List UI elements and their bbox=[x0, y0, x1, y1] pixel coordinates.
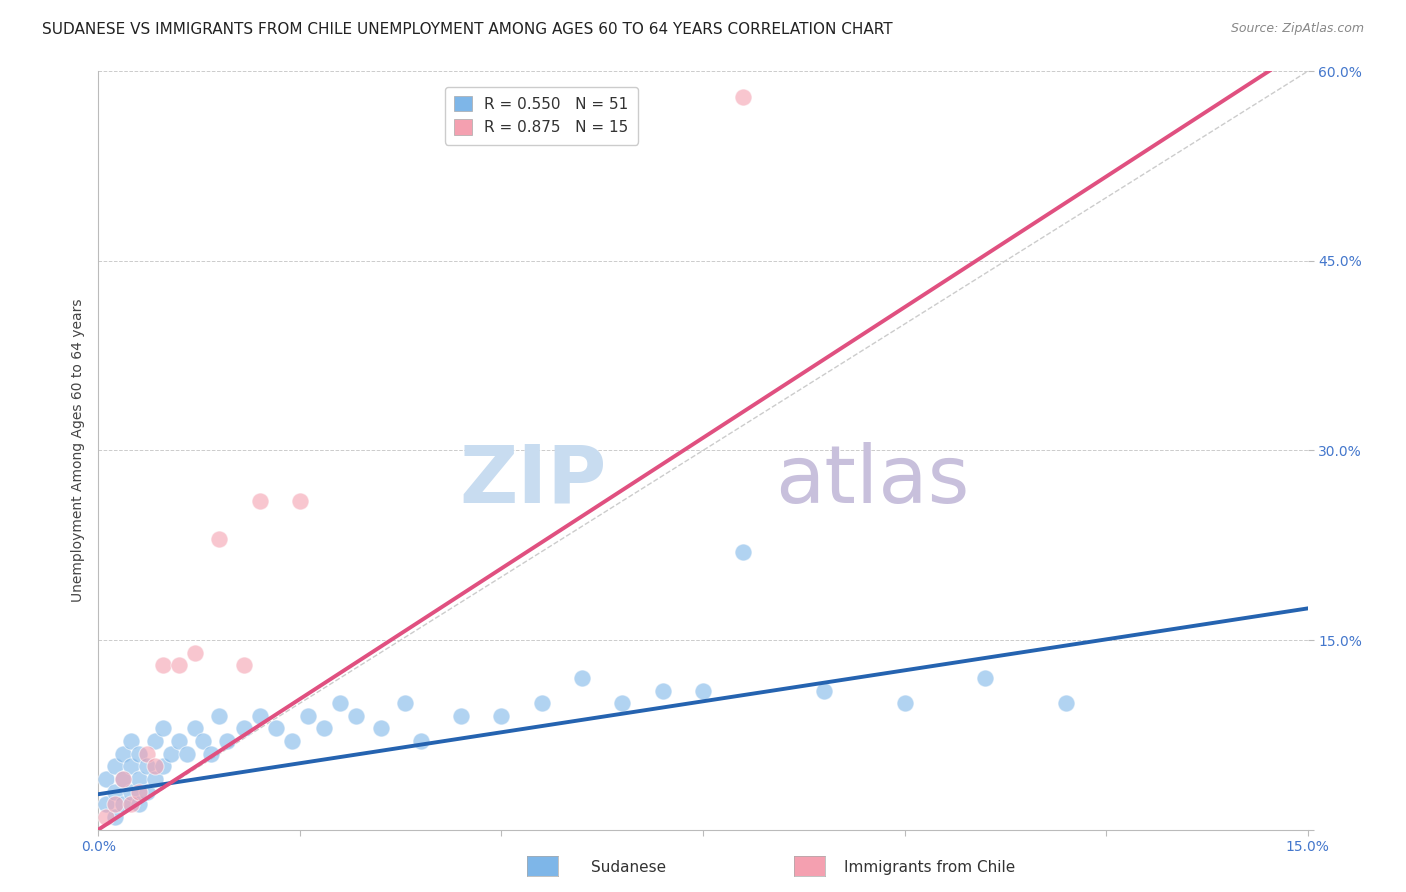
Text: ZIP: ZIP bbox=[458, 442, 606, 520]
Point bbox=[184, 646, 207, 660]
Text: atlas: atlas bbox=[776, 442, 970, 520]
Point bbox=[111, 747, 134, 761]
Point bbox=[329, 696, 352, 710]
Point bbox=[264, 722, 287, 736]
Point bbox=[297, 708, 319, 723]
Y-axis label: Unemployment Among Ages 60 to 64 years: Unemployment Among Ages 60 to 64 years bbox=[70, 299, 84, 602]
Point bbox=[193, 734, 215, 748]
Point bbox=[491, 708, 513, 723]
Point bbox=[409, 734, 432, 748]
Point bbox=[344, 708, 367, 723]
Text: Source: ZipAtlas.com: Source: ZipAtlas.com bbox=[1230, 22, 1364, 36]
Point bbox=[733, 89, 755, 103]
Point bbox=[96, 797, 118, 812]
Point bbox=[651, 683, 673, 698]
Point bbox=[232, 722, 254, 736]
Point bbox=[96, 810, 118, 824]
Point bbox=[208, 532, 231, 546]
Point bbox=[152, 658, 174, 673]
Point bbox=[120, 797, 142, 812]
Point bbox=[974, 671, 997, 685]
Point bbox=[120, 734, 142, 748]
Point bbox=[135, 759, 157, 773]
Point bbox=[152, 759, 174, 773]
Point bbox=[103, 785, 125, 799]
Point bbox=[232, 658, 254, 673]
Point bbox=[208, 708, 231, 723]
Point bbox=[450, 708, 472, 723]
Point bbox=[128, 797, 150, 812]
Point bbox=[612, 696, 634, 710]
Point bbox=[813, 683, 835, 698]
Point bbox=[135, 747, 157, 761]
Point bbox=[167, 658, 190, 673]
Point bbox=[571, 671, 593, 685]
Point bbox=[96, 772, 118, 786]
Point bbox=[733, 544, 755, 558]
Point bbox=[176, 747, 198, 761]
Point bbox=[160, 747, 183, 761]
Point bbox=[217, 734, 239, 748]
Point bbox=[103, 810, 125, 824]
Point bbox=[111, 772, 134, 786]
Point bbox=[120, 759, 142, 773]
Point bbox=[530, 696, 553, 710]
Point bbox=[281, 734, 304, 748]
Point bbox=[1054, 696, 1077, 710]
Point bbox=[128, 747, 150, 761]
Point bbox=[184, 722, 207, 736]
Point bbox=[103, 759, 125, 773]
Point bbox=[249, 708, 271, 723]
Point bbox=[128, 772, 150, 786]
Text: SUDANESE VS IMMIGRANTS FROM CHILE UNEMPLOYMENT AMONG AGES 60 TO 64 YEARS CORRELA: SUDANESE VS IMMIGRANTS FROM CHILE UNEMPL… bbox=[42, 22, 893, 37]
Point bbox=[370, 722, 392, 736]
Point bbox=[167, 734, 190, 748]
Point bbox=[120, 785, 142, 799]
Point bbox=[200, 747, 222, 761]
Point bbox=[143, 734, 166, 748]
Point bbox=[249, 494, 271, 508]
Legend: R = 0.550   N = 51, R = 0.875   N = 15: R = 0.550 N = 51, R = 0.875 N = 15 bbox=[444, 87, 638, 145]
Point bbox=[143, 759, 166, 773]
Point bbox=[288, 494, 311, 508]
Point bbox=[394, 696, 416, 710]
Point bbox=[103, 797, 125, 812]
Text: Immigrants from Chile: Immigrants from Chile bbox=[844, 860, 1015, 874]
Point bbox=[692, 683, 714, 698]
Text: Sudanese: Sudanese bbox=[591, 860, 665, 874]
Point bbox=[143, 772, 166, 786]
Point bbox=[893, 696, 915, 710]
Point bbox=[128, 785, 150, 799]
Point bbox=[314, 722, 336, 736]
Point bbox=[152, 722, 174, 736]
Point bbox=[135, 785, 157, 799]
Point bbox=[111, 797, 134, 812]
Point bbox=[111, 772, 134, 786]
